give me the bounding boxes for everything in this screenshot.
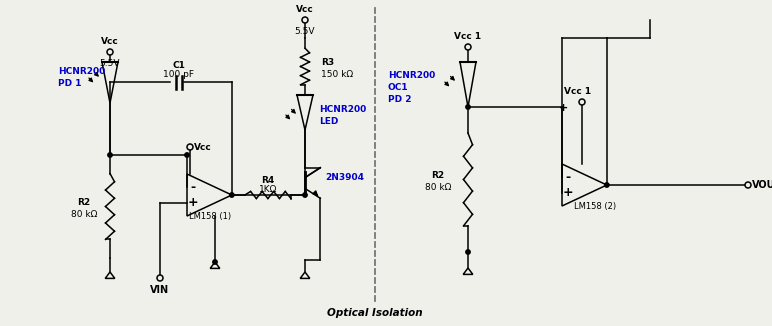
Text: -: - <box>565 170 571 184</box>
Text: R2: R2 <box>77 198 90 207</box>
Circle shape <box>466 250 470 254</box>
Text: Vcc: Vcc <box>194 142 212 152</box>
Circle shape <box>108 153 112 157</box>
Text: LM158 (2): LM158 (2) <box>574 202 616 211</box>
Text: 5.5V: 5.5V <box>295 27 315 36</box>
Text: HCNR200: HCNR200 <box>319 106 366 114</box>
Circle shape <box>579 99 585 105</box>
Circle shape <box>157 275 163 281</box>
Text: 5.5V: 5.5V <box>100 59 120 68</box>
Circle shape <box>466 105 470 109</box>
Text: R3: R3 <box>321 58 334 67</box>
Text: -: - <box>191 181 195 194</box>
Circle shape <box>465 44 471 50</box>
Text: Optical Isolation: Optical Isolation <box>327 308 423 318</box>
Circle shape <box>745 182 751 188</box>
Text: Vcc 1: Vcc 1 <box>564 87 591 96</box>
Text: 80 kΩ: 80 kΩ <box>71 210 97 219</box>
Text: HCNR200: HCNR200 <box>58 67 105 77</box>
Circle shape <box>213 260 217 264</box>
Circle shape <box>229 193 234 197</box>
Text: PD 1: PD 1 <box>58 80 82 88</box>
Circle shape <box>303 193 307 197</box>
Text: Vcc 1: Vcc 1 <box>455 32 482 41</box>
Text: LED: LED <box>319 117 338 126</box>
Text: PD 2: PD 2 <box>388 95 411 103</box>
Text: 2N3904: 2N3904 <box>325 173 364 183</box>
Circle shape <box>604 183 609 187</box>
Text: +: + <box>559 103 572 113</box>
Text: 80 kΩ: 80 kΩ <box>425 183 451 192</box>
Circle shape <box>302 17 308 23</box>
Text: +: + <box>188 196 198 209</box>
Text: R2: R2 <box>432 171 445 180</box>
Text: Vcc: Vcc <box>296 5 314 14</box>
Text: 1KΩ: 1KΩ <box>259 185 277 194</box>
Circle shape <box>187 144 193 150</box>
Text: VIN: VIN <box>151 285 170 295</box>
Text: C1: C1 <box>172 61 185 70</box>
Text: 100 pF: 100 pF <box>164 70 195 79</box>
Text: 150 kΩ: 150 kΩ <box>321 70 353 79</box>
Text: +: + <box>563 186 574 199</box>
Text: HCNR200: HCNR200 <box>388 70 435 80</box>
Text: LM158 (1): LM158 (1) <box>189 212 231 221</box>
Text: R4: R4 <box>261 176 275 185</box>
Text: Vcc: Vcc <box>101 37 119 46</box>
Circle shape <box>107 49 113 55</box>
Text: OC1: OC1 <box>388 82 408 92</box>
Text: VOUT: VOUT <box>752 180 772 190</box>
Circle shape <box>185 153 189 157</box>
